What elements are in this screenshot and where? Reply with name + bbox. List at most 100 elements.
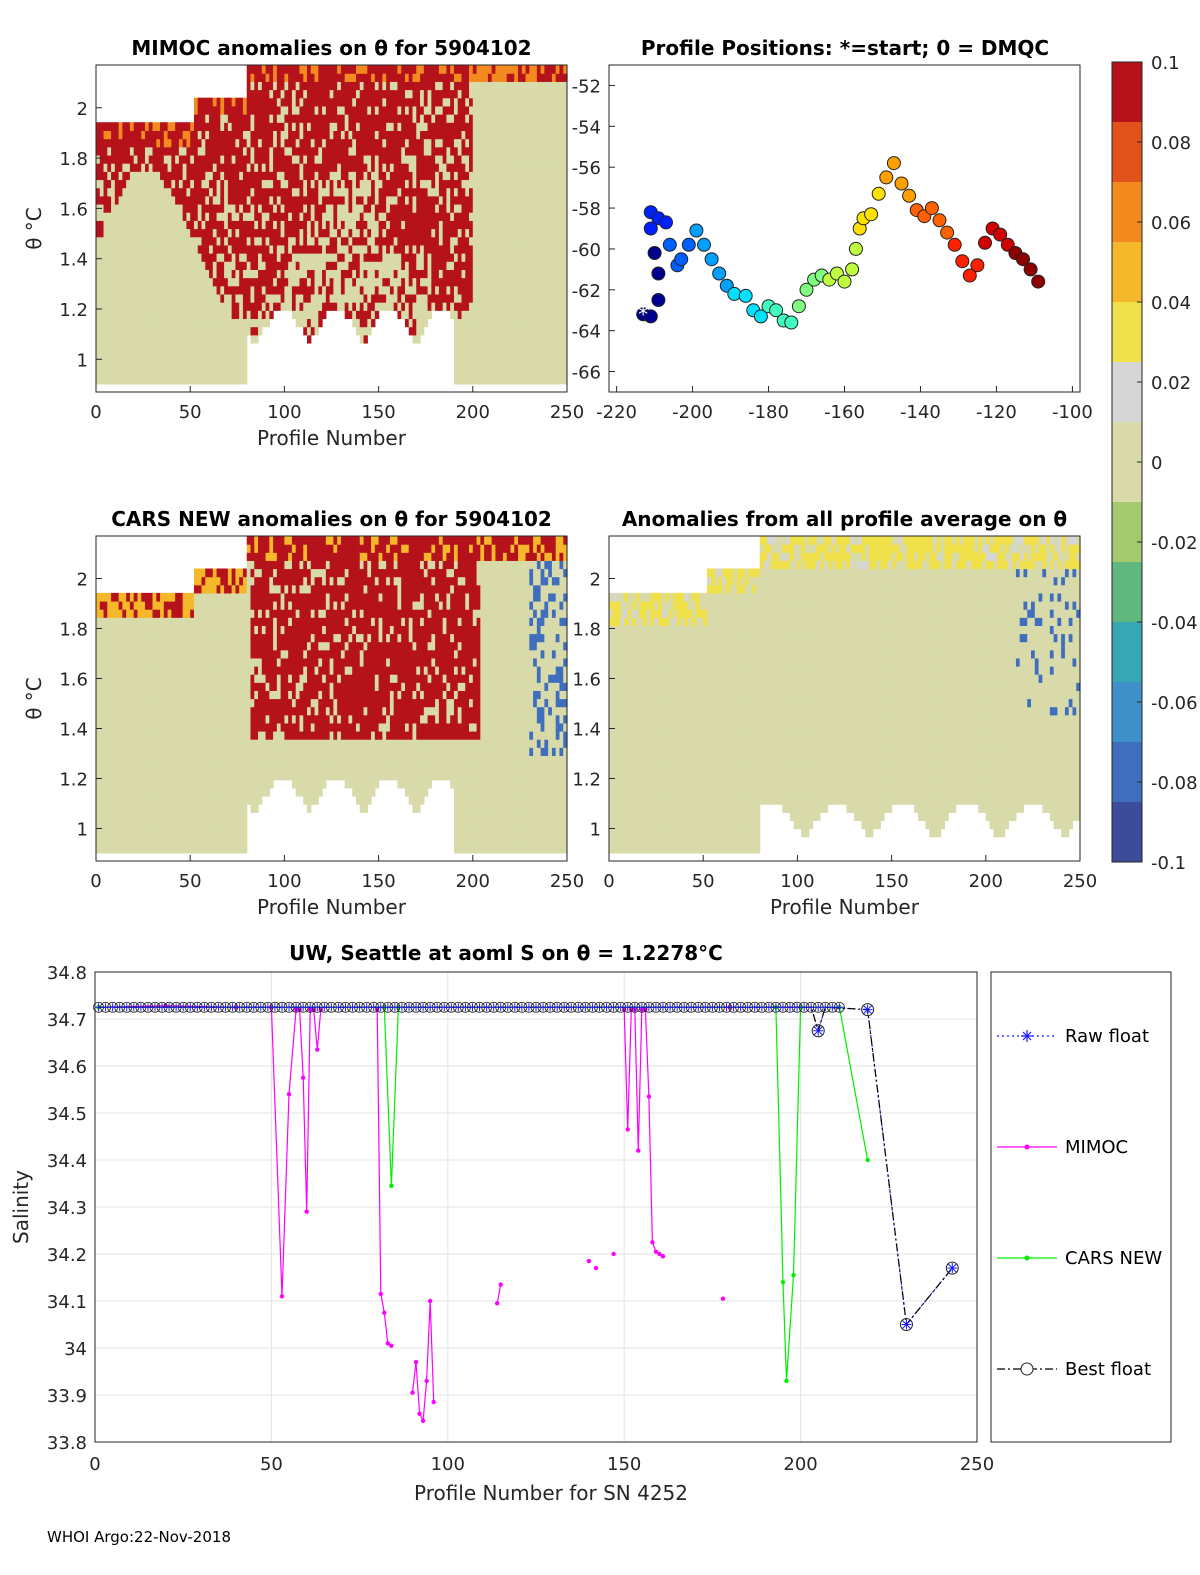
mimoc-cell xyxy=(514,138,519,148)
mimoc-cell xyxy=(171,163,176,172)
mimoc-cell xyxy=(209,277,214,287)
mimoc-cell xyxy=(378,138,383,148)
mimoc-cell xyxy=(348,285,353,295)
mimoc-cell xyxy=(506,302,512,311)
cars-cell xyxy=(171,796,176,805)
cars-cell xyxy=(103,601,108,610)
mimoc-cell xyxy=(401,302,406,311)
mimoc-cell xyxy=(480,351,485,360)
mimoc-cell xyxy=(495,171,500,181)
mimoc-cell xyxy=(389,179,395,189)
mimoc-cell xyxy=(171,310,176,320)
mimoc-cell xyxy=(555,351,561,360)
mimoc-cell xyxy=(404,269,410,279)
mimoc-cell xyxy=(265,97,270,107)
mimoc-cell xyxy=(284,277,289,287)
mimoc-cell xyxy=(487,187,493,197)
mimoc-cell xyxy=(111,203,116,213)
mimoc-cell xyxy=(126,326,131,336)
mimoc-cell xyxy=(250,253,255,262)
mimoc-cell xyxy=(563,253,568,262)
mimoc-cell xyxy=(186,195,191,205)
mimoc-cell xyxy=(276,277,282,287)
cars-cell xyxy=(144,706,150,716)
mimoc-cell xyxy=(548,285,553,295)
mimoc-cell xyxy=(378,122,383,131)
mimoc-cell xyxy=(393,122,399,131)
mimoc-cell xyxy=(288,195,293,205)
cars-cell xyxy=(111,649,116,659)
mimoc-cell xyxy=(152,342,157,352)
cars-cell xyxy=(148,844,154,854)
cars-cell xyxy=(133,787,139,797)
cars-cell xyxy=(163,771,169,781)
mimoc-cell xyxy=(107,122,112,131)
mimoc-cell xyxy=(178,277,184,287)
mimoc-cell xyxy=(160,187,165,197)
mimoc-cell xyxy=(469,342,474,352)
mimoc-cell xyxy=(363,228,368,238)
mimoc-cell xyxy=(416,89,421,99)
mimoc-cell xyxy=(502,195,508,205)
mimoc-cell xyxy=(201,146,206,156)
cars-cell xyxy=(156,828,161,838)
mimoc-cell xyxy=(265,179,270,189)
mimoc-cell xyxy=(548,220,553,230)
mimoc-cell xyxy=(499,114,504,123)
cars-cell xyxy=(163,698,169,708)
mimoc-cell xyxy=(303,81,308,91)
cars-cell xyxy=(156,747,161,756)
mimoc-cell xyxy=(212,244,218,254)
mimoc-cell xyxy=(325,244,331,254)
mimoc-cell xyxy=(193,293,199,303)
cars-cell xyxy=(167,844,172,854)
mimoc-cell xyxy=(355,81,361,91)
mimoc-cell xyxy=(126,277,131,287)
cars-cell xyxy=(122,674,127,683)
mimoc-cell xyxy=(167,318,172,328)
mimoc-cell xyxy=(160,351,165,360)
mimoc-cell xyxy=(371,236,376,246)
cars-cell xyxy=(163,755,169,765)
cars-cell xyxy=(163,714,169,724)
mimoc-cell xyxy=(487,146,493,156)
mimoc-cell xyxy=(495,342,500,352)
mimoc-cell xyxy=(382,105,387,115)
mimoc-cell xyxy=(299,163,304,172)
cars-cell xyxy=(156,739,161,748)
mimoc-cell xyxy=(310,154,316,164)
mimoc-cell xyxy=(355,220,361,230)
mimoc-cell xyxy=(502,375,508,385)
mimoc-cell xyxy=(129,179,135,189)
mimoc-cell xyxy=(303,318,308,328)
mimoc-cell xyxy=(205,236,210,246)
mimoc-cell xyxy=(393,73,399,82)
mimoc-cell xyxy=(446,277,451,287)
cars-cell xyxy=(96,828,101,838)
mimoc-cell xyxy=(107,195,112,205)
mimoc-cell xyxy=(291,277,297,287)
mimoc-cell xyxy=(480,375,485,385)
mimoc-cell xyxy=(337,81,342,91)
mimoc-cell xyxy=(258,97,263,107)
mimoc-cell xyxy=(148,228,154,238)
mimoc-cell xyxy=(171,154,176,164)
mimoc-cell xyxy=(386,236,391,246)
mimoc-cell xyxy=(502,163,508,172)
mimoc-cell xyxy=(269,277,274,287)
mimoc-cell xyxy=(182,163,188,172)
mimoc-cell xyxy=(284,65,289,74)
mimoc-cell xyxy=(118,130,123,140)
cars-cell xyxy=(129,771,135,781)
mimoc-cell xyxy=(355,179,361,189)
cars-cell xyxy=(163,779,169,789)
mimoc-cell xyxy=(344,163,350,172)
cars-cell xyxy=(107,641,112,651)
cars-cell xyxy=(103,771,108,781)
mimoc-cell xyxy=(559,114,564,123)
mimoc-cell xyxy=(167,228,172,238)
mimoc-cell xyxy=(242,285,248,295)
mimoc-cell xyxy=(374,73,380,82)
mimoc-cell xyxy=(114,293,120,303)
y-tick-label: -60 xyxy=(572,240,601,261)
